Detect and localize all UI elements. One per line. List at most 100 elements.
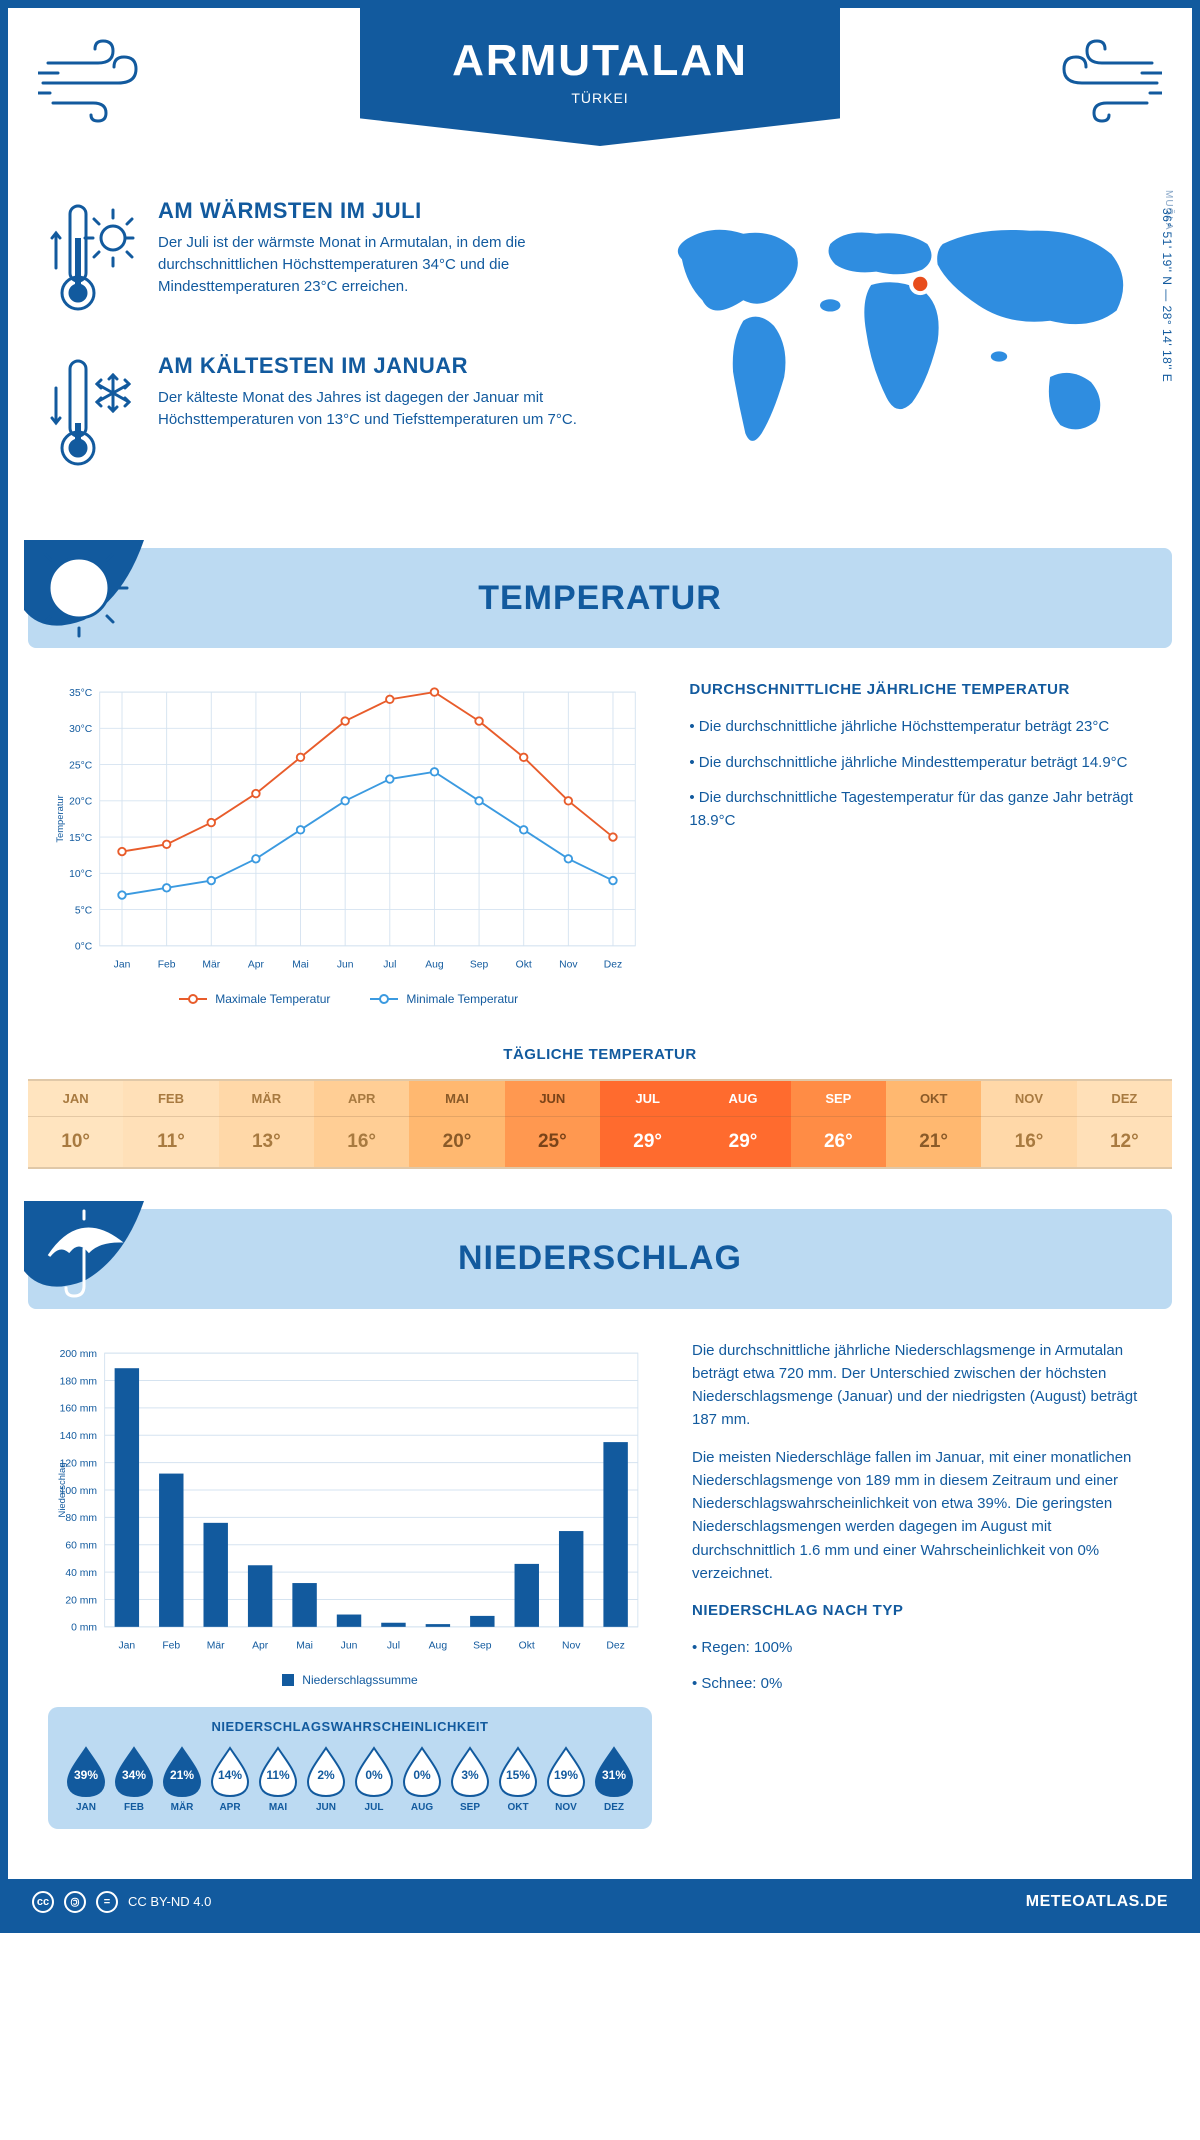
svg-text:80 mm: 80 mm (65, 1513, 97, 1524)
probability-drop: 31% DEZ (592, 1744, 636, 1813)
daily-month-header: AUG (695, 1081, 790, 1117)
daily-month-header: FEB (123, 1081, 218, 1117)
probability-drop: 11% MAI (256, 1744, 300, 1813)
daily-temp-value: 16° (314, 1117, 409, 1167)
svg-text:Jun: Jun (341, 1640, 358, 1651)
cc-icon: cc (32, 1891, 54, 1913)
warmest-text: Der Juli ist der wärmste Monat in Armuta… (158, 232, 611, 297)
temperature-chart-row: 0°C5°C10°C15°C20°C25°C30°C35°CJanFebMärA… (8, 678, 1192, 1036)
coordinates: 36° 51' 19'' N — 28° 14' 18'' E (1160, 208, 1174, 382)
prob-title: NIEDERSCHLAGSWAHRSCHEINLICHKEIT (64, 1719, 636, 1734)
svg-text:Mär: Mär (207, 1640, 225, 1651)
world-map (641, 198, 1152, 484)
daily-month-header: OKT (886, 1081, 981, 1117)
legend-min-label: Minimale Temperatur (406, 992, 518, 1006)
daily-temp-value: 10° (28, 1117, 123, 1167)
svg-text:140 mm: 140 mm (60, 1431, 97, 1442)
svg-text:200 mm: 200 mm (60, 1349, 97, 1360)
coldest-fact: AM KÄLTESTEN IM JANUAR Der kälteste Mona… (48, 353, 611, 478)
legend-precip-label: Niederschlagssumme (302, 1673, 417, 1687)
svg-text:5°C: 5°C (75, 905, 93, 916)
daily-month-header: JAN (28, 1081, 123, 1117)
daily-temp-value: 29° (695, 1117, 790, 1167)
precipitation-probability-box: NIEDERSCHLAGSWAHRSCHEINLICHKEIT 39% JAN … (48, 1707, 652, 1829)
svg-text:Feb: Feb (162, 1640, 180, 1651)
precip-type-heading: NIEDERSCHLAG NACH TYP (692, 1599, 1152, 1622)
svg-text:Jan: Jan (114, 959, 131, 970)
wind-icon (38, 33, 158, 123)
svg-text:Nov: Nov (559, 959, 578, 970)
precip-p1: Die durchschnittliche jährliche Niedersc… (692, 1339, 1152, 1432)
intro-section: AM WÄRMSTEN IM JULI Der Juli ist der wär… (8, 178, 1192, 538)
svg-text:Jul: Jul (387, 1640, 400, 1651)
temp-legend: Maximale Temperatur Minimale Temperatur (48, 992, 649, 1006)
svg-text:Okt: Okt (519, 1640, 535, 1651)
temperature-line-chart: 0°C5°C10°C15°C20°C25°C30°C35°CJanFebMärA… (48, 678, 649, 979)
thermometer-hot-icon (48, 198, 138, 323)
svg-text:Jul: Jul (383, 959, 396, 970)
svg-text:15°C: 15°C (69, 833, 93, 844)
svg-text:10°C: 10°C (69, 869, 93, 880)
daily-temp-value: 12° (1077, 1117, 1172, 1167)
legend-max-label: Maximale Temperatur (215, 992, 330, 1006)
daily-month-header: MÄR (219, 1081, 314, 1117)
precipitation-bar-chart: 0 mm20 mm40 mm60 mm80 mm100 mm120 mm140 … (48, 1339, 652, 1660)
svg-text:Sep: Sep (473, 1640, 492, 1651)
svg-text:Mai: Mai (292, 959, 309, 970)
svg-text:Apr: Apr (252, 1640, 269, 1651)
svg-text:Aug: Aug (425, 959, 444, 970)
precipitation-chart-row: 0 mm20 mm40 mm60 mm80 mm100 mm120 mm140 … (8, 1339, 1192, 1859)
probability-drop: 19% NOV (544, 1744, 588, 1813)
svg-text:20 mm: 20 mm (65, 1595, 97, 1606)
svg-text:20°C: 20°C (69, 797, 93, 808)
warmest-title: AM WÄRMSTEN IM JULI (158, 198, 611, 224)
daily-temp-table: JANFEBMÄRAPRMAIJUNJULAUGSEPOKTNOVDEZ10°1… (28, 1079, 1172, 1169)
temp-bullet: • Die durchschnittliche Tagestemperatur … (689, 786, 1152, 833)
svg-text:Temperatur: Temperatur (54, 795, 65, 842)
license-label: CC BY-ND 4.0 (128, 1894, 211, 1909)
temperature-section-header: TEMPERATUR (28, 548, 1172, 648)
svg-text:180 mm: 180 mm (60, 1376, 97, 1387)
precipitation-section-header: NIEDERSCHLAG (28, 1209, 1172, 1309)
svg-text:25°C: 25°C (69, 760, 93, 771)
probability-drop: 21% MÄR (160, 1744, 204, 1813)
svg-text:0°C: 0°C (75, 942, 93, 953)
precip-type-bullet: • Regen: 100% (692, 1636, 1152, 1659)
temp-bullet: • Die durchschnittliche jährliche Höchst… (689, 715, 1152, 738)
svg-text:60 mm: 60 mm (65, 1540, 97, 1551)
precip-type-bullet: • Schnee: 0% (692, 1672, 1152, 1695)
daily-month-header: MAI (409, 1081, 504, 1117)
daily-temp-value: 25° (505, 1117, 600, 1167)
coldest-title: AM KÄLTESTEN IM JANUAR (158, 353, 611, 379)
daily-month-header: JUN (505, 1081, 600, 1117)
daily-month-header: JUL (600, 1081, 695, 1117)
daily-temp-title: TÄGLICHE TEMPERATUR (8, 1046, 1192, 1063)
precipitation-summary-text: Die durchschnittliche jährliche Niedersc… (692, 1339, 1152, 1829)
svg-text:Mär: Mär (202, 959, 220, 970)
daily-month-header: NOV (981, 1081, 1076, 1117)
svg-text:30°C: 30°C (69, 724, 93, 735)
site-name: METEOATLAS.DE (1026, 1893, 1168, 1911)
temp-text-heading: DURCHSCHNITTLICHE JÄHRLICHE TEMPERATUR (689, 678, 1152, 701)
country-subtitle: TÜRKEI (380, 90, 820, 106)
probability-drop: 14% APR (208, 1744, 252, 1813)
daily-temp-value: 13° (219, 1117, 314, 1167)
header: ARMUTALAN TÜRKEI (8, 8, 1192, 178)
daily-temp-value: 29° (600, 1117, 695, 1167)
coldest-text: Der kälteste Monat des Jahres ist dagege… (158, 387, 611, 431)
svg-text:Jan: Jan (118, 1640, 135, 1651)
svg-text:0 mm: 0 mm (71, 1622, 97, 1633)
probability-drop: 3% SEP (448, 1744, 492, 1813)
daily-month-header: APR (314, 1081, 409, 1117)
warmest-fact: AM WÄRMSTEN IM JULI Der Juli ist der wär… (48, 198, 611, 323)
probability-drop: 0% JUL (352, 1744, 396, 1813)
precip-p2: Die meisten Niederschläge fallen im Janu… (692, 1446, 1152, 1586)
svg-text:Mai: Mai (296, 1640, 313, 1651)
daily-temp-value: 26° (791, 1117, 886, 1167)
nd-icon: = (96, 1891, 118, 1913)
svg-text:35°C: 35°C (69, 688, 93, 699)
thermometer-cold-icon (48, 353, 138, 478)
daily-temp-value: 11° (123, 1117, 218, 1167)
svg-text:Okt: Okt (516, 959, 532, 970)
daily-temp-value: 16° (981, 1117, 1076, 1167)
